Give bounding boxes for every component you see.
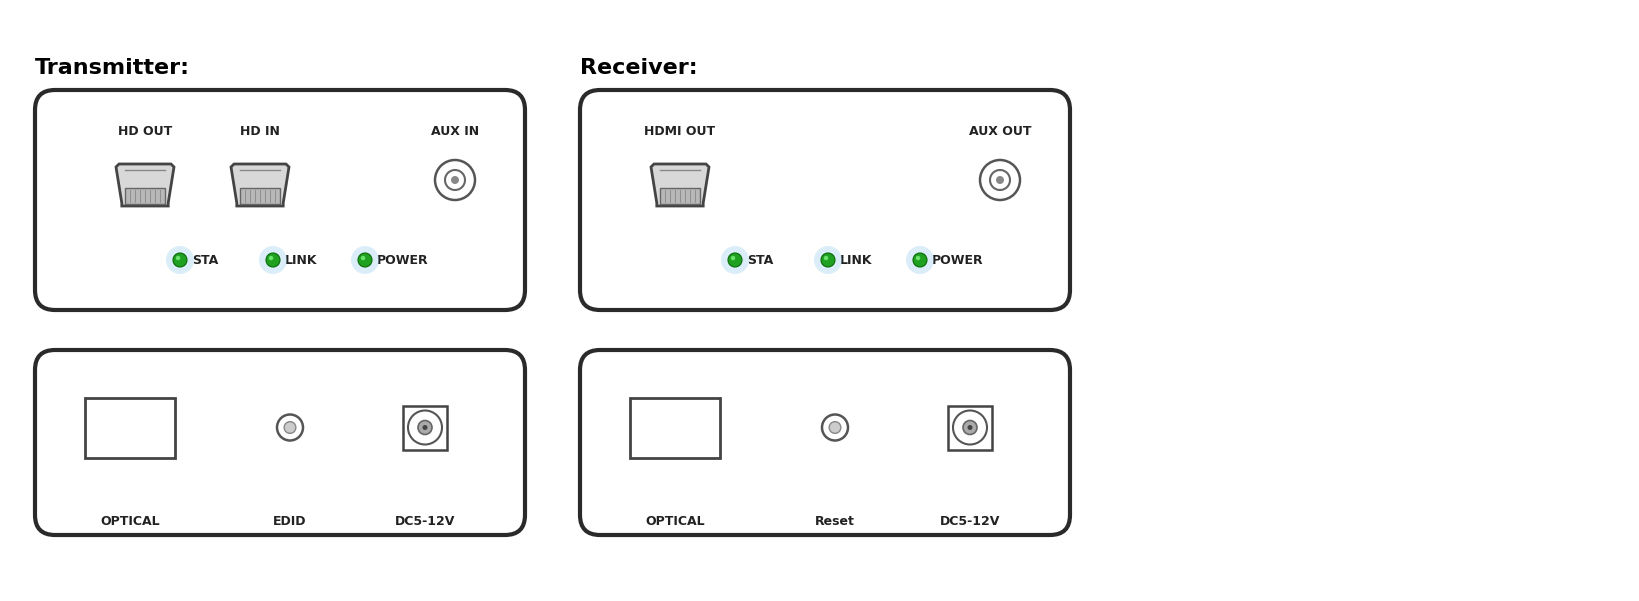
Circle shape xyxy=(418,421,433,435)
Bar xyxy=(947,406,992,450)
Circle shape xyxy=(357,253,372,267)
FancyBboxPatch shape xyxy=(34,350,524,535)
Polygon shape xyxy=(651,164,710,206)
Text: HD OUT: HD OUT xyxy=(118,125,172,138)
Circle shape xyxy=(174,253,187,267)
Circle shape xyxy=(259,246,287,274)
Bar xyxy=(403,406,447,450)
Text: LINK: LINK xyxy=(285,254,318,266)
Circle shape xyxy=(906,246,934,274)
Circle shape xyxy=(721,246,749,274)
Circle shape xyxy=(166,246,193,274)
FancyBboxPatch shape xyxy=(580,350,1070,535)
Circle shape xyxy=(451,176,459,184)
Polygon shape xyxy=(116,164,174,206)
Circle shape xyxy=(829,422,841,433)
Text: DC5-12V: DC5-12V xyxy=(939,515,1000,528)
Circle shape xyxy=(266,253,280,267)
Circle shape xyxy=(815,246,842,274)
Polygon shape xyxy=(231,164,288,206)
Text: LINK: LINK xyxy=(841,254,872,266)
Text: POWER: POWER xyxy=(933,254,983,266)
Circle shape xyxy=(351,246,379,274)
Circle shape xyxy=(284,422,297,433)
Circle shape xyxy=(913,253,928,267)
Circle shape xyxy=(423,425,428,430)
Text: EDID: EDID xyxy=(274,515,306,528)
Circle shape xyxy=(277,415,303,441)
Text: DC5-12V: DC5-12V xyxy=(395,515,456,528)
FancyBboxPatch shape xyxy=(580,90,1070,310)
Bar xyxy=(659,188,700,204)
Circle shape xyxy=(997,176,1005,184)
Circle shape xyxy=(175,256,180,260)
Circle shape xyxy=(269,256,274,260)
Bar xyxy=(239,188,280,204)
Circle shape xyxy=(821,253,834,267)
Text: HD IN: HD IN xyxy=(239,125,280,138)
Circle shape xyxy=(967,425,972,430)
Text: Receiver:: Receiver: xyxy=(580,58,698,78)
Circle shape xyxy=(824,256,828,260)
Text: OPTICAL: OPTICAL xyxy=(100,515,161,528)
Bar xyxy=(125,188,166,204)
Circle shape xyxy=(980,160,1019,200)
Circle shape xyxy=(434,160,475,200)
Circle shape xyxy=(990,170,1010,190)
Circle shape xyxy=(446,170,465,190)
Bar xyxy=(85,397,175,457)
Text: OPTICAL: OPTICAL xyxy=(646,515,705,528)
Circle shape xyxy=(731,256,736,260)
FancyBboxPatch shape xyxy=(34,90,524,310)
Circle shape xyxy=(728,253,742,267)
Text: STA: STA xyxy=(192,254,218,266)
Circle shape xyxy=(916,256,919,260)
Text: POWER: POWER xyxy=(377,254,429,266)
Circle shape xyxy=(952,410,987,445)
Text: Transmitter:: Transmitter: xyxy=(34,58,190,78)
Circle shape xyxy=(823,415,847,441)
Text: HDMI OUT: HDMI OUT xyxy=(644,125,716,138)
Circle shape xyxy=(408,410,443,445)
Circle shape xyxy=(964,421,977,435)
Circle shape xyxy=(361,256,365,260)
Text: STA: STA xyxy=(747,254,774,266)
Text: AUX OUT: AUX OUT xyxy=(969,125,1031,138)
Text: AUX IN: AUX IN xyxy=(431,125,479,138)
Bar xyxy=(629,397,720,457)
Text: Reset: Reset xyxy=(815,515,856,528)
